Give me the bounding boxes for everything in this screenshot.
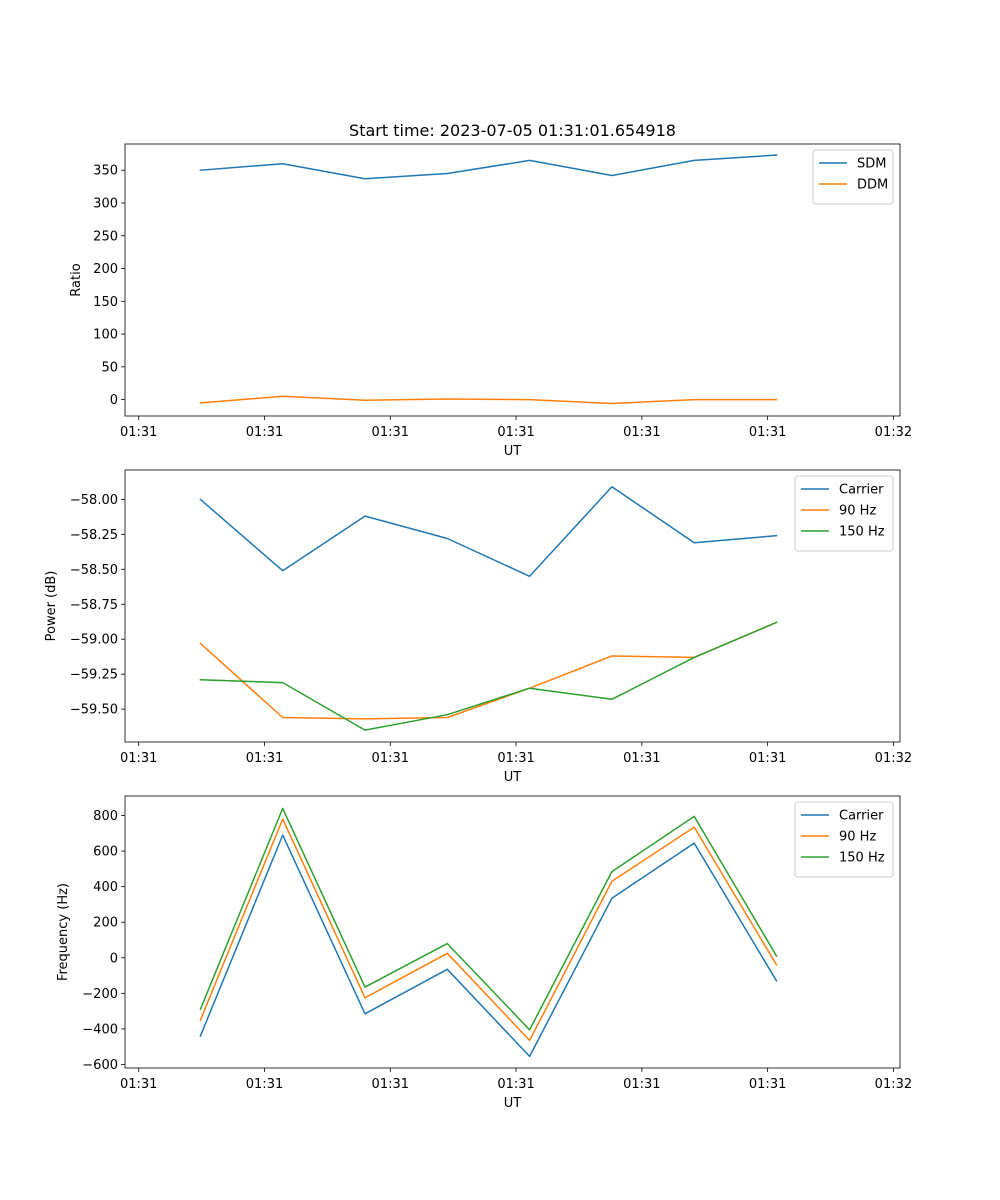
- y-tick-label: −58.00: [70, 493, 118, 508]
- x-tick-label: 01:31: [497, 751, 534, 766]
- x-tick-label: 01:31: [372, 1077, 409, 1092]
- y-tick-label: −600: [82, 1058, 118, 1073]
- y-tick-label: 350: [93, 164, 118, 179]
- plot-panel-2: 01:31 01:31 01:31 01:31 01:31 01:31 01:32 −59.5…: [44, 469, 912, 785]
- x-tick-label: 01:31: [749, 425, 786, 440]
- series-line-90-hz: [199, 621, 778, 720]
- series-line-sdm: [199, 154, 778, 180]
- x-tick-label: 01:31: [246, 425, 283, 440]
- y-tick-label: 0: [110, 951, 118, 966]
- x-tick-label: 01:32: [875, 425, 912, 440]
- y-tick-label: −200: [82, 987, 118, 1002]
- legend: Carrier 90 Hz 150 Hz: [794, 475, 894, 552]
- series-line-ddm: [199, 395, 778, 405]
- y-axis-label: Power (dB): [44, 571, 59, 642]
- y-tick-label: −59.50: [70, 703, 118, 718]
- y-tick-label: 0: [110, 393, 118, 408]
- legend-label: SDM: [857, 157, 886, 172]
- y-tick-label: −59.25: [70, 668, 118, 683]
- y-tick-label: −58.75: [70, 598, 118, 613]
- legend-box: [794, 801, 894, 878]
- y-tick-label: −59.00: [70, 633, 118, 648]
- x-tick-label: 01:31: [623, 751, 660, 766]
- y-tick-label: 200: [93, 262, 118, 277]
- y-tick-label: 250: [93, 229, 118, 244]
- x-tick-label: 01:31: [497, 425, 534, 440]
- x-tick-label: 01:31: [623, 1077, 660, 1092]
- series-line-150-hz: [199, 621, 778, 731]
- x-tick-label: 01:31: [623, 425, 660, 440]
- legend-label: 150 Hz: [839, 525, 885, 540]
- x-tick-label: 01:31: [497, 1077, 534, 1092]
- x-tick-label: 01:32: [875, 751, 912, 766]
- series-line-carrier: [199, 834, 778, 1058]
- x-tick-label: 01:31: [120, 425, 157, 440]
- series-line-90-hz: [199, 818, 778, 1042]
- series-line-150-hz: [199, 807, 778, 1031]
- y-tick-label: 600: [93, 845, 118, 860]
- legend-box: [794, 475, 894, 552]
- y-tick-label: −58.25: [70, 528, 118, 543]
- x-axis-label: UT: [504, 770, 522, 785]
- y-tick-label: 100: [93, 328, 118, 343]
- plot-panel-1: 01:31 01:31 01:31 01:31 01:31 01:31 01:32 0 50 10…: [69, 143, 912, 459]
- x-axis-label: UT: [504, 444, 522, 459]
- series-line-carrier: [199, 486, 778, 578]
- y-tick-label: −58.50: [70, 563, 118, 578]
- plot-panel-3: 01:31 01:31 01:31 01:31 01:31 01:31 01:32 −600 −…: [56, 795, 912, 1111]
- y-tick-label: 150: [93, 295, 118, 310]
- y-tick-label: 400: [93, 880, 118, 895]
- x-tick-label: 01:31: [246, 1077, 283, 1092]
- axes-frame: [124, 143, 901, 417]
- legend-label: 90 Hz: [839, 504, 876, 519]
- x-tick-label: 01:31: [246, 751, 283, 766]
- x-tick-label: 01:31: [749, 1077, 786, 1092]
- x-tick-label: 01:31: [372, 751, 409, 766]
- y-axis-label: Frequency (Hz): [56, 883, 71, 981]
- legend-label: Carrier: [839, 483, 884, 498]
- axes-frame: [124, 795, 901, 1069]
- x-tick-label: 01:31: [120, 751, 157, 766]
- legend-label: 150 Hz: [839, 851, 885, 866]
- x-tick-label: 01:31: [120, 1077, 157, 1092]
- chart-title: Start time: 2023-07-05 01:31:01.654918: [349, 121, 676, 140]
- x-axis-label: UT: [504, 1096, 522, 1111]
- legend-label: DDM: [857, 178, 888, 193]
- legend-label: Carrier: [839, 809, 884, 824]
- legend: Carrier 90 Hz 150 Hz: [794, 801, 894, 878]
- x-tick-label: 01:31: [749, 751, 786, 766]
- x-tick-label: 01:32: [875, 1077, 912, 1092]
- y-tick-label: 800: [93, 809, 118, 824]
- legend: SDM DDM: [812, 149, 894, 205]
- y-axis-label: Ratio: [69, 263, 84, 296]
- x-tick-label: 01:31: [372, 425, 409, 440]
- y-tick-label: 200: [93, 916, 118, 931]
- axes-frame: [124, 469, 901, 743]
- y-tick-label: 50: [101, 360, 118, 375]
- y-tick-label: −400: [82, 1022, 118, 1037]
- y-tick-label: 300: [93, 196, 118, 211]
- legend-label: 90 Hz: [839, 830, 876, 845]
